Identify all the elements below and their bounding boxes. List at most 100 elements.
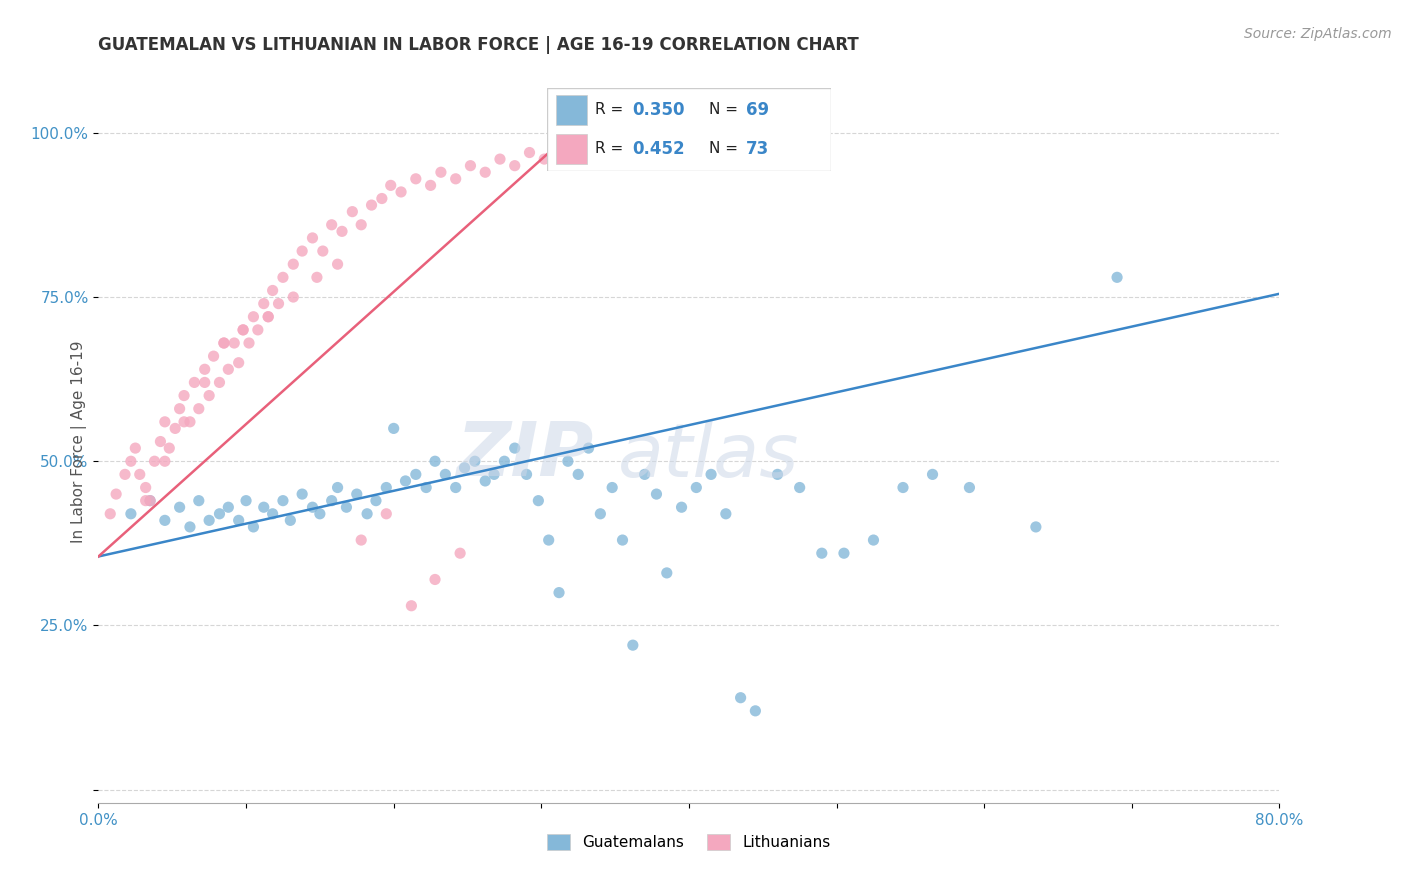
Point xyxy=(291,244,314,258)
Point xyxy=(169,500,191,515)
Point xyxy=(253,296,276,310)
Point xyxy=(621,638,644,652)
Point xyxy=(291,487,314,501)
Point xyxy=(453,460,475,475)
Point xyxy=(217,500,239,515)
Point xyxy=(700,467,723,482)
Text: GUATEMALAN VS LITHUANIAN IN LABOR FORCE | AGE 16-19 CORRELATION CHART: GUATEMALAN VS LITHUANIAN IN LABOR FORCE … xyxy=(98,36,859,54)
Point xyxy=(645,487,668,501)
Point xyxy=(232,323,254,337)
Point xyxy=(326,257,349,271)
Point xyxy=(257,310,280,324)
Point xyxy=(271,270,294,285)
Point xyxy=(238,336,260,351)
Point xyxy=(415,481,437,495)
Point xyxy=(567,467,589,482)
Point xyxy=(449,546,471,560)
Point xyxy=(557,454,579,468)
Point xyxy=(789,481,811,495)
Point xyxy=(120,454,142,468)
Point xyxy=(179,520,201,534)
Point xyxy=(600,481,623,495)
Point xyxy=(350,533,373,547)
Point xyxy=(891,481,914,495)
Point xyxy=(516,467,538,482)
Point xyxy=(553,139,575,153)
Point xyxy=(921,467,943,482)
Point xyxy=(232,323,254,337)
Point xyxy=(183,376,205,390)
Point xyxy=(959,481,981,495)
Point xyxy=(149,434,172,449)
Point xyxy=(832,546,855,560)
Point xyxy=(494,454,516,468)
Point xyxy=(350,218,373,232)
Point xyxy=(375,507,398,521)
Point xyxy=(382,421,405,435)
Point xyxy=(301,231,323,245)
Point xyxy=(766,467,789,482)
Point xyxy=(246,323,269,337)
Point xyxy=(153,454,176,468)
Point xyxy=(105,487,128,501)
Point xyxy=(503,441,526,455)
Point xyxy=(401,599,423,613)
Point xyxy=(153,513,176,527)
Point xyxy=(380,178,402,193)
Point xyxy=(312,244,335,258)
Point xyxy=(423,454,446,468)
Point xyxy=(364,493,387,508)
Point xyxy=(503,159,526,173)
Point xyxy=(519,145,541,160)
Point xyxy=(124,441,146,455)
Point xyxy=(208,507,231,521)
Point xyxy=(198,388,221,402)
Point xyxy=(405,171,427,186)
Point xyxy=(187,493,209,508)
Point xyxy=(537,533,560,547)
Point xyxy=(165,421,187,435)
Point xyxy=(228,513,250,527)
Point xyxy=(419,178,441,193)
Text: ZIP: ZIP xyxy=(457,419,595,492)
Point xyxy=(283,257,305,271)
Point xyxy=(444,171,467,186)
Point xyxy=(330,224,353,238)
Point xyxy=(482,467,505,482)
Point xyxy=(548,585,571,599)
Point xyxy=(242,520,264,534)
Point xyxy=(153,415,176,429)
Point xyxy=(179,415,201,429)
Point xyxy=(198,513,221,527)
Point xyxy=(235,493,257,508)
Point xyxy=(1107,270,1129,285)
Point xyxy=(257,310,280,324)
Point xyxy=(394,474,416,488)
Point xyxy=(371,192,394,206)
Point xyxy=(489,152,512,166)
Point xyxy=(271,493,294,508)
Point xyxy=(212,336,235,351)
Point xyxy=(194,376,217,390)
Point xyxy=(346,487,368,501)
Point xyxy=(671,500,693,515)
Point xyxy=(253,500,276,515)
Text: atlas: atlas xyxy=(619,420,800,492)
Point xyxy=(224,336,246,351)
Point xyxy=(242,310,264,324)
Point xyxy=(321,493,343,508)
Point xyxy=(655,566,678,580)
Point xyxy=(321,218,343,232)
Point xyxy=(360,198,382,212)
Point xyxy=(187,401,209,416)
Point xyxy=(157,441,180,455)
Point xyxy=(139,493,162,508)
Point xyxy=(283,290,305,304)
Point xyxy=(326,481,349,495)
Point xyxy=(228,356,250,370)
Point xyxy=(375,481,398,495)
Point xyxy=(474,474,496,488)
Point xyxy=(128,467,150,482)
Point xyxy=(464,454,486,468)
Point xyxy=(578,441,600,455)
